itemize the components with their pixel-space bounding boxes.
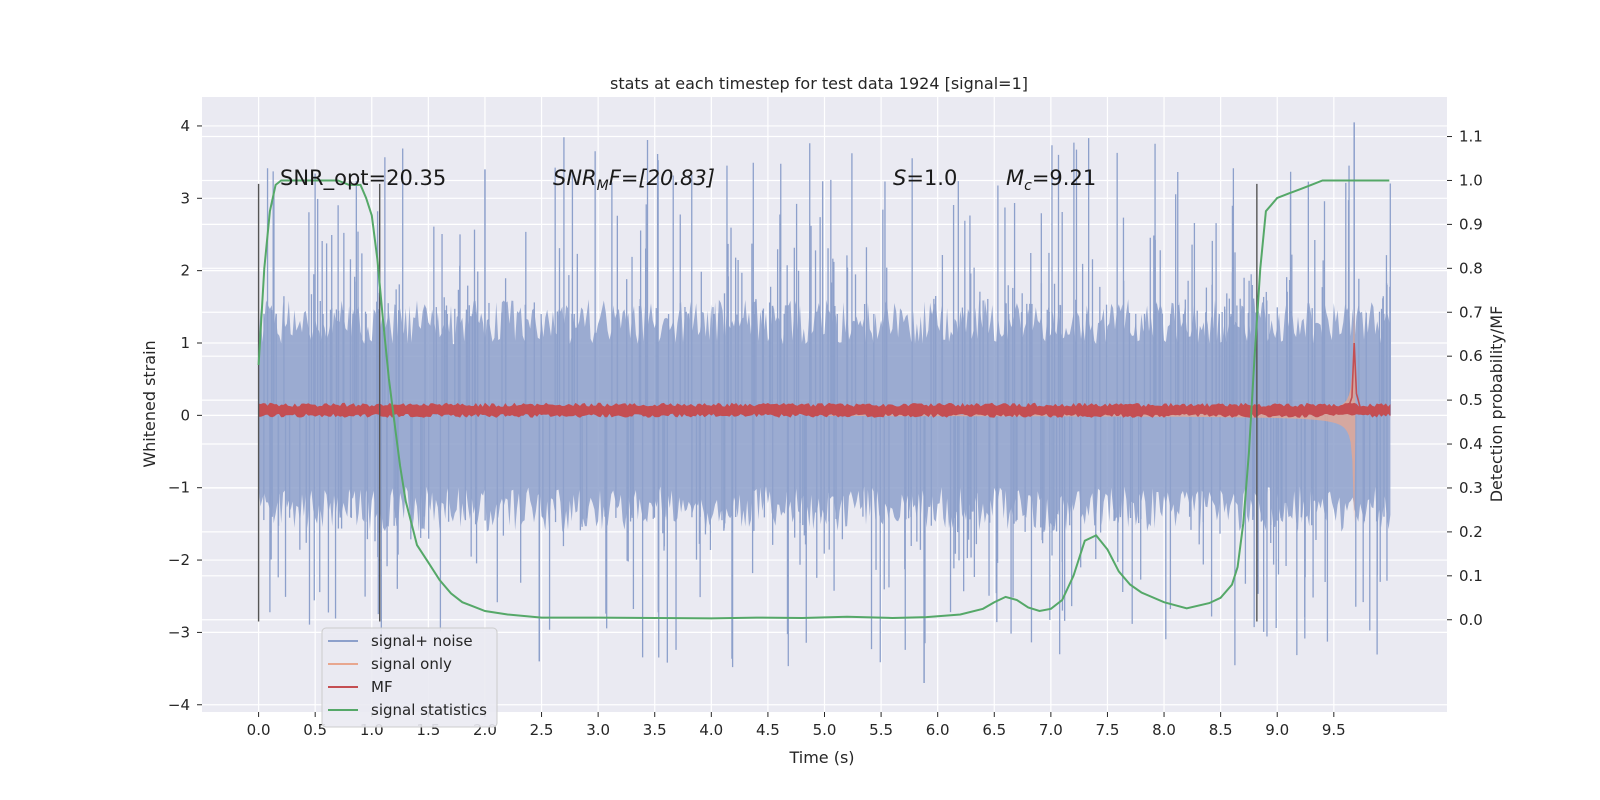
y-tick-label: 1 (180, 334, 190, 352)
x-tick-label: 2.5 (530, 721, 554, 739)
x-tick-label: 6.0 (926, 721, 950, 739)
legend-box (321, 627, 498, 728)
y-axis-ticks: 4 3 2 1 0 −1 −2 −3 −4 (168, 117, 202, 714)
y-tick-label: 4 (180, 117, 190, 135)
x-tick-label: 7.5 (1096, 721, 1120, 739)
legend-label-signal-statistics: signal statistics (371, 701, 487, 719)
x-axis-label: Time (s) (788, 748, 854, 767)
x-tick-label: 0.5 (303, 721, 327, 739)
signal-noise-spikes (263, 122, 1391, 684)
y-tick-label: −1 (168, 479, 190, 497)
x-tick-label: 9.5 (1322, 721, 1346, 739)
x-tick-label: 8.5 (1209, 721, 1233, 739)
x-tick-label: 4.0 (699, 721, 723, 739)
y-axis-label: Whitened strain (140, 340, 159, 467)
x-tick-label: 3.0 (586, 721, 610, 739)
x-axis-ticks: 0.0 0.5 1.0 1.5 2.0 2.5 3.0 3.5 4.0 4.5 5.0 5.5 6.0 6… (247, 712, 1346, 739)
mf-series (258, 402, 1391, 418)
y2-tick-label: 0.3 (1459, 479, 1483, 497)
y2-tick-label: 0.8 (1459, 259, 1483, 277)
y2-tick-label: 0.1 (1459, 567, 1483, 585)
y2-axis-ticks: 1.1 1.0 0.9 0.8 0.7 0.6 0.5 0.4 0.3 0.2 0.1 0.0 (1447, 128, 1483, 629)
y2-tick-label: 0.6 (1459, 347, 1483, 365)
x-tick-label: 9.0 (1265, 721, 1289, 739)
mf-peak (1346, 342, 1362, 411)
x-tick-label: 6.5 (982, 721, 1006, 739)
annotation-snr-mf: SNRMF=[20.83] (553, 166, 715, 194)
chart-title: stats at each timestep for test data 192… (610, 74, 1028, 93)
legend-label-signal-only: signal only (371, 655, 452, 673)
y2-tick-label: 0.5 (1459, 391, 1483, 409)
y2-tick-label: 0.0 (1459, 611, 1483, 629)
y-tick-label: 2 (180, 262, 190, 280)
y2-tick-label: 0.4 (1459, 435, 1483, 453)
legend-label-mf: MF (371, 678, 393, 696)
x-tick-label: 7.0 (1039, 721, 1063, 739)
x-tick-label: 0.0 (247, 721, 271, 739)
x-tick-label: 5.5 (869, 721, 893, 739)
annotation-snr-opt: SNR_opt=20.35 (280, 166, 446, 191)
y2-tick-label: 0.7 (1459, 303, 1483, 321)
legend: signal+ noise signal only MF signal stat… (321, 627, 498, 728)
x-tick-label: 4.5 (756, 721, 780, 739)
y-tick-label: 0 (180, 406, 190, 424)
x-tick-label: 8.0 (1152, 721, 1176, 739)
x-tick-label: 3.5 (643, 721, 667, 739)
y2-tick-label: 0.2 (1459, 523, 1483, 541)
y2-axis-label: Detection probability/MF (1487, 306, 1506, 503)
y2-tick-label: 1.0 (1459, 171, 1483, 189)
annotation-mc: Mc=9.21 (1006, 166, 1096, 194)
y-tick-label: −3 (168, 623, 190, 641)
y2-tick-label: 1.1 (1459, 128, 1483, 146)
y-tick-label: −4 (168, 696, 190, 714)
x-tick-label: 5.0 (813, 721, 837, 739)
y-tick-label: −2 (168, 551, 190, 569)
annotation-s: S=1.0 (893, 166, 957, 190)
y2-tick-label: 0.9 (1459, 215, 1483, 233)
y-tick-label: 3 (180, 189, 190, 207)
signal-statistics-series (257, 179, 1390, 620)
vertical-markers (257, 183, 1258, 622)
legend-label-signal-noise: signal+ noise (371, 632, 473, 650)
